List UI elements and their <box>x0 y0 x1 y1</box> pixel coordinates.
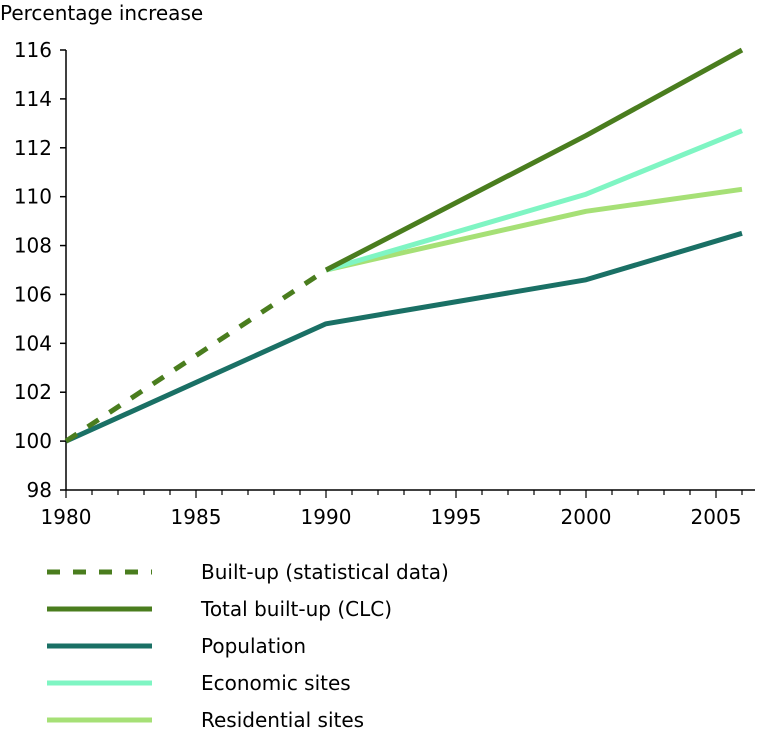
y-tick-label: 102 <box>14 380 52 404</box>
legend: Built-up (statistical data) Total built-u… <box>47 560 449 732</box>
y-tick-label: 106 <box>14 282 52 306</box>
legend-label: Population <box>201 634 306 658</box>
series-line <box>64 267 328 444</box>
x-tick-label: 2005 <box>691 505 742 529</box>
legend-label: Economic sites <box>201 671 351 695</box>
series-line <box>64 230 743 444</box>
y-axis-label: Percentage increase <box>0 1 203 25</box>
x-tick-label: 1995 <box>431 505 482 529</box>
y-tick-label: 100 <box>14 429 52 453</box>
y-tick-label: 108 <box>14 234 52 258</box>
series-line <box>325 186 743 273</box>
x-tick-label: 2000 <box>561 505 612 529</box>
y-tick-label: 116 <box>14 38 52 62</box>
y-tick-label: 110 <box>14 185 52 209</box>
x-tick-label: 1990 <box>301 505 352 529</box>
plot-area: 98 100 102 104 106 108 110 112 114 116 1980 1985 199… <box>14 38 755 529</box>
x-tick-label: 1980 <box>41 505 92 529</box>
legend-label: Built-up (statistical data) <box>201 560 449 584</box>
legend-label: Residential sites <box>201 708 364 732</box>
y-tick-label: 114 <box>14 87 52 111</box>
y-tick-label: 112 <box>14 136 52 160</box>
y-tick-label: 98 <box>27 478 52 502</box>
y-tick-label: 104 <box>14 331 52 355</box>
series-line <box>324 47 744 273</box>
x-tick-label: 1985 <box>171 505 222 529</box>
series-line <box>325 128 743 273</box>
legend-label: Total built-up (CLC) <box>200 597 392 621</box>
